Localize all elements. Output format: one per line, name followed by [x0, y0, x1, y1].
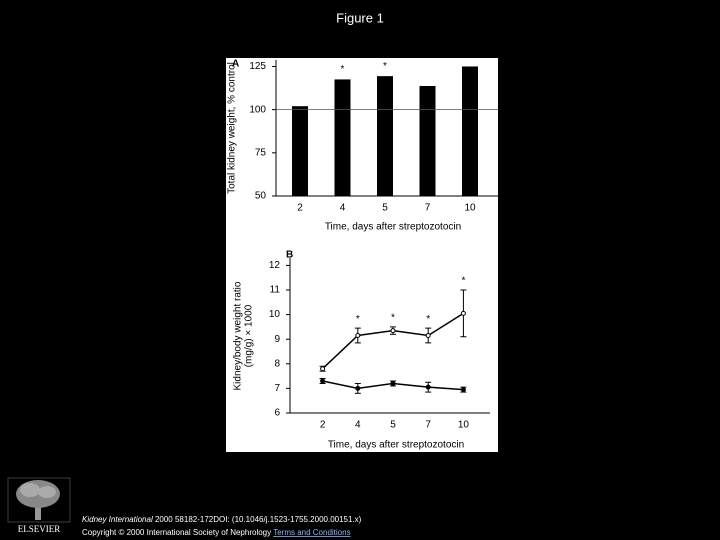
y-tick-label: 75: [255, 147, 267, 158]
slide-title: Figure 1: [336, 10, 384, 25]
logo-text: ELSEVIER: [18, 524, 61, 534]
y-tick-label: 11: [270, 285, 281, 296]
point: [460, 387, 466, 393]
bar: [462, 66, 478, 196]
journal: Kidney International: [82, 515, 153, 524]
x-tick-label: 5: [382, 203, 388, 214]
y-tick-label: 50: [255, 191, 267, 202]
y-tick-label: 8: [274, 358, 280, 369]
x-tick-label: 2: [297, 203, 303, 214]
x-tick-label: 4: [340, 203, 346, 214]
x-tick-label: 10: [464, 203, 476, 214]
logo-graphic: [7, 477, 71, 523]
point: [460, 310, 466, 316]
y-tick-label: 10: [269, 309, 281, 320]
bar: [377, 76, 393, 196]
y-axis-label: Kidney/body weight ratio: [233, 281, 244, 390]
significance-marker: *: [426, 314, 430, 325]
terms-link[interactable]: Terms and Conditions: [273, 528, 350, 537]
y-axis-label: (mg/g) × 1000: [244, 304, 255, 367]
significance-marker: *: [468, 51, 472, 62]
significance-marker: *: [383, 61, 387, 72]
y-tick-label: 100: [249, 104, 266, 115]
y-tick-label: 9: [274, 334, 280, 345]
point: [355, 385, 361, 391]
significance-marker: *: [391, 313, 395, 324]
panel-label: A: [232, 59, 239, 70]
bar: [419, 85, 436, 196]
citation: Kidney International 2000 58182-172DOI: …: [82, 515, 362, 524]
point: [425, 333, 431, 338]
x-tick-label: 7: [425, 420, 431, 431]
point: [320, 378, 326, 384]
x-axis-label: Time, days after streptozotocin: [325, 222, 461, 233]
significance-marker: *: [461, 276, 465, 287]
y-tick-label: 12: [269, 260, 281, 271]
x-tick-label: 2: [320, 420, 326, 431]
x-tick-label: 7: [425, 203, 431, 214]
point: [355, 333, 361, 338]
point: [390, 380, 396, 386]
copyright-line: Copyright © 2000 International Society o…: [82, 528, 351, 537]
x-tick-label: 10: [458, 420, 470, 431]
point: [390, 328, 396, 334]
panel-label: B: [286, 250, 293, 261]
y-tick-label: 125: [249, 61, 266, 72]
x-axis-label: Time, days after streptozotocin: [328, 440, 464, 451]
y-axis-label: Total kidney weight, % control: [227, 62, 238, 194]
copyright: Copyright © 2000 International Society o…: [82, 528, 271, 537]
significance-marker: *: [341, 64, 345, 75]
bar: [334, 79, 351, 196]
y-tick-label: 7: [274, 383, 280, 394]
y-tick-label: 6: [274, 408, 280, 419]
point: [320, 366, 326, 372]
citation-text: 2000 58182-172DOI: (10.1046/j.1523-1755.…: [155, 515, 362, 524]
significance-marker: *: [356, 314, 360, 325]
point: [425, 384, 431, 390]
x-tick-label: 4: [355, 420, 361, 431]
figure-panel: [226, 58, 498, 452]
bar: [292, 106, 308, 196]
x-tick-label: 5: [390, 420, 396, 431]
